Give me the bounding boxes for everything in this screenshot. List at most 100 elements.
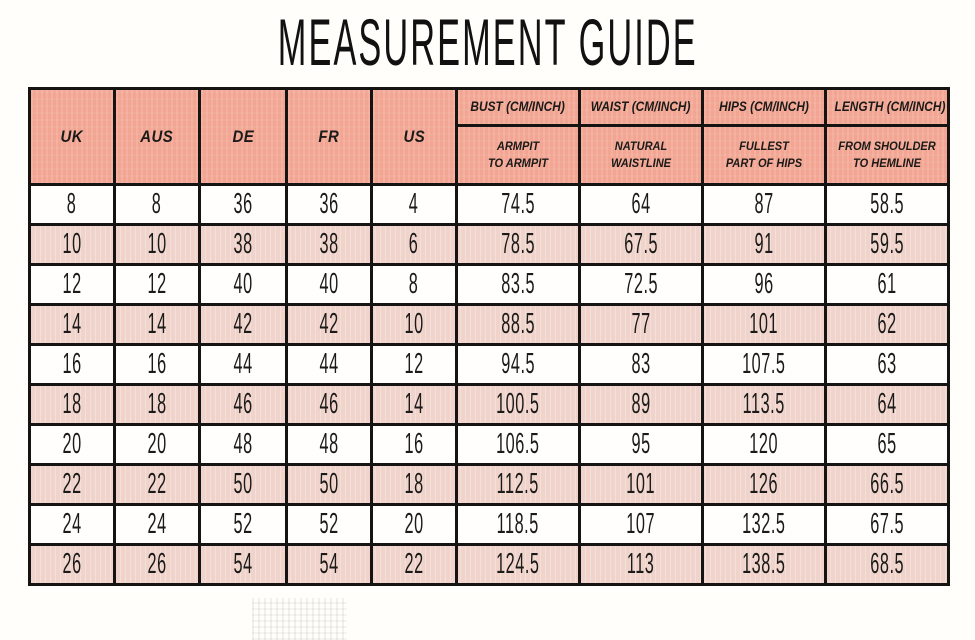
subheader-line: TO ARMPIT bbox=[487, 156, 549, 170]
table-cell: 16 bbox=[113, 343, 201, 386]
cell-value: 88.5 bbox=[501, 308, 535, 340]
table-cell: 65 bbox=[824, 423, 950, 466]
column-header-label: DE bbox=[232, 126, 254, 146]
cell-value: 106.5 bbox=[496, 428, 540, 460]
table-cell: 83.5 bbox=[455, 263, 581, 306]
table-cell: 68.5 bbox=[824, 543, 950, 586]
cell-value: 36 bbox=[233, 188, 253, 220]
table-cell: 24 bbox=[113, 503, 201, 546]
cell-value: 72.5 bbox=[624, 268, 658, 300]
cell-value: 4 bbox=[409, 188, 419, 220]
table-cell: 10 bbox=[28, 223, 116, 266]
table-cell: 20 bbox=[113, 423, 201, 466]
cell-value: 132.5 bbox=[742, 508, 786, 540]
cell-value: 96 bbox=[754, 268, 774, 300]
cell-value: 22 bbox=[404, 548, 424, 580]
table-cell: 58.5 bbox=[824, 183, 950, 226]
table-cell: 40 bbox=[285, 263, 373, 306]
header-row-main: UK AUS DE FR US BUST (CM/INCH) WAIST (CM… bbox=[28, 87, 950, 186]
cell-value: 8 bbox=[67, 188, 77, 220]
cell-value: 14 bbox=[404, 388, 424, 420]
cell-value: 22 bbox=[62, 468, 82, 500]
cell-value: 18 bbox=[404, 468, 424, 500]
cell-value: 101 bbox=[749, 308, 779, 340]
cell-value: 118.5 bbox=[496, 508, 540, 540]
table-cell: 63 bbox=[824, 343, 950, 386]
cell-value: 36 bbox=[319, 188, 339, 220]
table-cell: 118.5 bbox=[455, 503, 581, 546]
table-cell: 113.5 bbox=[701, 383, 827, 426]
cell-value: 50 bbox=[319, 468, 339, 500]
table-cell: 106.5 bbox=[455, 423, 581, 466]
table-cell: 89 bbox=[578, 383, 704, 426]
page-title-text: MEASUREMENT GUIDE bbox=[277, 5, 698, 79]
size-chart-body: 8 8 36 36 4 74.5 64 87 58.5 10 10 38 38 6 78.5 67.5 91 59… bbox=[28, 183, 950, 586]
table-cell: 16 bbox=[370, 423, 458, 466]
table-cell: 94.5 bbox=[455, 343, 581, 386]
cell-value: 138.5 bbox=[742, 548, 786, 580]
cell-value: 42 bbox=[233, 308, 253, 340]
cell-value: 50 bbox=[233, 468, 253, 500]
cell-value: 44 bbox=[233, 348, 253, 380]
table-cell: 107.5 bbox=[701, 343, 827, 386]
cell-value: 113 bbox=[627, 548, 655, 580]
cell-value: 66.5 bbox=[870, 468, 904, 500]
cell-value: 62 bbox=[877, 308, 897, 340]
column-header-label: BUST (CM/INCH) bbox=[470, 99, 566, 114]
column-header-label: AUS bbox=[140, 126, 174, 146]
table-cell: 18 bbox=[370, 463, 458, 506]
table-cell: 78.5 bbox=[455, 223, 581, 266]
table-cell: 20 bbox=[28, 423, 116, 466]
subheader-line: ARMPIT bbox=[496, 139, 540, 154]
column-header-label: WAIST (CM/INCH) bbox=[591, 99, 691, 114]
table-cell: 100.5 bbox=[455, 383, 581, 426]
cell-value: 107.5 bbox=[742, 348, 786, 380]
cell-value: 8 bbox=[409, 268, 419, 300]
cell-value: 68.5 bbox=[870, 548, 904, 580]
cell-value: 100.5 bbox=[496, 388, 540, 420]
cell-value: 16 bbox=[147, 348, 167, 380]
column-header-waist: WAIST (CM/INCH) bbox=[578, 87, 704, 127]
table-header: UK AUS DE FR US BUST (CM/INCH) WAIST (CM… bbox=[28, 87, 950, 186]
cell-value: 44 bbox=[319, 348, 339, 380]
table-cell: 64 bbox=[578, 183, 704, 226]
cell-value: 48 bbox=[233, 428, 253, 460]
subheader-bust: ARMPIT TO ARMPIT bbox=[455, 124, 581, 186]
table-cell: 72.5 bbox=[578, 263, 704, 306]
cell-value: 20 bbox=[62, 428, 82, 460]
cell-value: 54 bbox=[319, 548, 339, 580]
column-header-fr: FR bbox=[285, 87, 373, 186]
cell-value: 65 bbox=[877, 428, 897, 460]
table-row: 20 20 48 48 16 106.5 95 120 65 bbox=[28, 423, 950, 466]
column-header-us: US bbox=[370, 87, 458, 186]
cell-value: 87 bbox=[754, 188, 774, 220]
table-cell: 77 bbox=[578, 303, 704, 346]
table-row: 26 26 54 54 22 124.5 113 138.5 68.5 bbox=[28, 543, 950, 586]
table-cell: 42 bbox=[198, 303, 288, 346]
table-cell: 96 bbox=[701, 263, 827, 306]
table-row: 22 22 50 50 18 112.5 101 126 66.5 bbox=[28, 463, 950, 506]
cell-value: 10 bbox=[147, 228, 167, 260]
table-cell: 52 bbox=[198, 503, 288, 546]
cell-value: 26 bbox=[62, 548, 82, 580]
subheader-line: WAISTLINE bbox=[610, 156, 672, 170]
table-cell: 54 bbox=[198, 543, 288, 586]
table-cell: 14 bbox=[28, 303, 116, 346]
cell-value: 67.5 bbox=[870, 508, 904, 540]
cell-value: 12 bbox=[62, 268, 82, 300]
cell-value: 26 bbox=[147, 548, 167, 580]
cell-value: 46 bbox=[233, 388, 253, 420]
table-cell: 91 bbox=[701, 223, 827, 266]
cell-value: 113.5 bbox=[742, 388, 786, 420]
table-cell: 107 bbox=[578, 503, 704, 546]
table-cell: 132.5 bbox=[701, 503, 827, 546]
cell-value: 12 bbox=[147, 268, 167, 300]
table-cell: 8 bbox=[113, 183, 201, 226]
table-cell: 44 bbox=[285, 343, 373, 386]
size-chart-table: UK AUS DE FR US BUST (CM/INCH) WAIST (CM… bbox=[28, 87, 950, 586]
cell-value: 48 bbox=[319, 428, 339, 460]
cell-value: 124.5 bbox=[496, 548, 540, 580]
table-cell: 42 bbox=[285, 303, 373, 346]
table-cell: 124.5 bbox=[455, 543, 581, 586]
cell-value: 40 bbox=[319, 268, 339, 300]
